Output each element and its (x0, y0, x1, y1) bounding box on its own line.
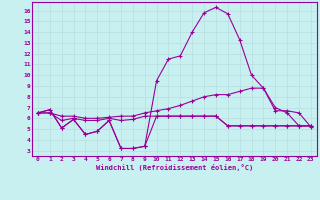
X-axis label: Windchill (Refroidissement éolien,°C): Windchill (Refroidissement éolien,°C) (96, 164, 253, 171)
